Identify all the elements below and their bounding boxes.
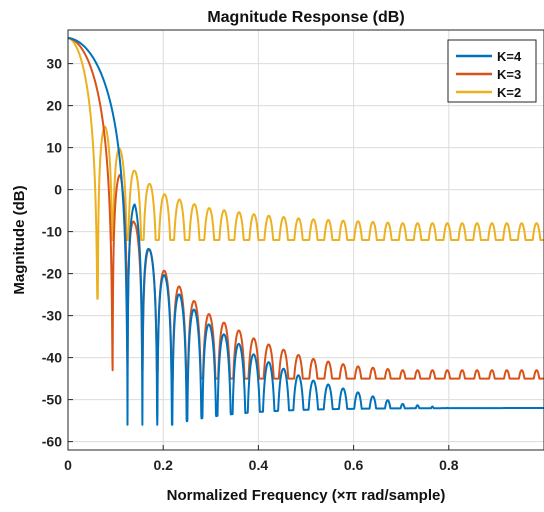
x-axis-ticks: 0 0.2 0.4 0.6 0.8 <box>64 445 459 473</box>
y-tick-label: -50 <box>42 392 62 408</box>
x-axis-label: Normalized Frequency (×π rad/sample) <box>167 487 446 504</box>
y-tick-label: 30 <box>46 56 62 72</box>
y-tick-label: -10 <box>42 224 62 240</box>
legend-label-K3: K=3 <box>497 67 521 82</box>
y-tick-label: -20 <box>42 266 62 282</box>
x-tick-label: 0.2 <box>153 457 173 473</box>
y-tick-label: 0 <box>54 182 62 198</box>
chart-title: Magnitude Response (dB) <box>207 9 404 26</box>
legend: K=4 K=3 K=2 <box>447 39 537 103</box>
y-tick-label: -40 <box>42 350 62 366</box>
series-line-K4 <box>67 36 544 426</box>
y-tick-label: -30 <box>42 308 62 324</box>
grid <box>68 30 544 450</box>
series-line-K2 <box>67 36 544 300</box>
x-tick-label: 0.6 <box>344 457 364 473</box>
legend-label-K2: K=2 <box>497 85 521 100</box>
y-tick-label: 10 <box>46 140 62 156</box>
y-tick-label: 20 <box>46 98 62 114</box>
legend-label-K4: K=4 <box>497 49 522 64</box>
y-axis-ticks: -60 -50 -40 -30 -20 -10 0 10 20 30 <box>42 56 73 450</box>
x-tick-label: 0 <box>64 457 72 473</box>
series-layer <box>67 36 544 426</box>
x-tick-label: 0.4 <box>249 457 269 473</box>
x-tick-label: 0.8 <box>439 457 459 473</box>
y-axis-label: Magnitude (dB) <box>11 185 28 294</box>
y-tick-label: -60 <box>42 434 62 450</box>
plot-border <box>67 29 544 451</box>
